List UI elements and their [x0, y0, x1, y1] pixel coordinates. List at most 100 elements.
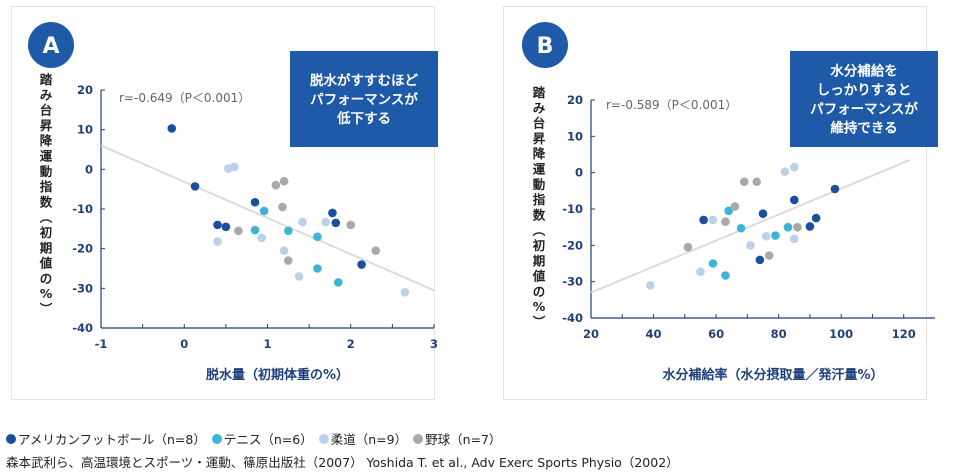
y-axis-label-char-b: の — [533, 284, 546, 299]
legend-label-tennis: テニス（n=6） — [223, 432, 313, 447]
y-axis-label-char-a: ︶ — [39, 302, 53, 317]
data-point-b-series-1 — [783, 222, 793, 232]
legend-item-judo: 柔道（n=9） — [318, 429, 407, 448]
y-axis-label-char-a: 踏 — [40, 72, 53, 87]
x-tick-label-a: 2 — [347, 337, 355, 351]
y-tick-label-b: -30 — [562, 275, 583, 289]
correlation-annotation-a: r=-0.649（P＜0.001） — [119, 91, 250, 105]
correlation-annotation-b: r=-0.589（P＜0.001） — [606, 98, 737, 112]
data-point-a-series-1 — [333, 278, 343, 287]
data-point-a-series-2 — [294, 272, 304, 281]
data-point-b-series-2 — [746, 241, 755, 250]
data-point-b-series-2 — [789, 162, 799, 172]
citation-text: 森本武利ら、高温環境とスポーツ・運動、篠原出版社（2007） Yoshida T… — [6, 455, 679, 470]
y-axis-label-char-a: 昇 — [40, 118, 53, 133]
callout-line-b: しっかりすると — [817, 83, 912, 99]
y-axis-label-char-a: 降 — [40, 133, 53, 148]
data-point-a-series-0 — [190, 182, 200, 191]
x-tick-label-a: -1 — [95, 337, 108, 351]
y-axis-label-char-b: 運 — [533, 162, 546, 177]
y-axis-label-char-a: 運 — [40, 149, 53, 164]
chart-legend: アメリカンフットボール（n=8） テニス（n=6） 柔道（n=9） 野球（n=7… — [6, 429, 507, 448]
data-point-b-series-0 — [811, 213, 821, 223]
data-point-b-series-0 — [755, 255, 765, 265]
callout-line-b: 水分補給を — [830, 63, 898, 80]
data-point-a-series-3 — [284, 256, 293, 265]
data-point-a-series-0 — [328, 208, 337, 218]
legend-dot-football — [6, 433, 16, 444]
data-point-b-series-3 — [764, 251, 774, 260]
data-point-a-series-2 — [400, 288, 410, 297]
y-axis-label-char-b: 数 — [532, 207, 546, 222]
data-point-a-series-1 — [313, 264, 322, 273]
y-tick-label-a: 0 — [85, 162, 93, 176]
data-point-b-series-2 — [696, 267, 705, 277]
y-tick-label-a: -30 — [72, 281, 93, 295]
y-tick-label-a: -20 — [72, 242, 93, 256]
y-axis-label-a: 踏み台昇降運動指数︵初期値の% ︶ — [39, 72, 53, 317]
y-axis-label-char-a: 初 — [40, 225, 53, 240]
data-point-b-series-3 — [730, 202, 740, 211]
data-point-a-series-1 — [313, 232, 322, 242]
trend-line-a — [100, 144, 435, 292]
y-axis-label-char-b: 値 — [532, 269, 546, 284]
legend-label-football: アメリカンフットボール（n=8） — [18, 432, 206, 447]
legend-dot-baseball — [413, 433, 424, 444]
legend-label-baseball: 野球（n=7） — [425, 432, 502, 447]
y-axis-label-char-a: ︵ — [39, 210, 53, 225]
data-point-b-series-0 — [805, 222, 815, 231]
y-axis-label-char-b: 期 — [533, 253, 546, 268]
data-point-b-series-3 — [739, 177, 749, 187]
x-tick-label-b: 100 — [829, 327, 853, 341]
badge-circle-a — [28, 22, 74, 68]
y-axis-label-char-b: み — [533, 100, 546, 115]
data-point-a-series-3 — [271, 180, 281, 190]
data-point-a-series-0 — [213, 220, 222, 230]
x-tick-label-b: 60 — [708, 327, 724, 341]
data-point-a-series-1 — [259, 206, 269, 216]
y-tick-label-b: 0 — [575, 166, 583, 180]
data-point-b-series-1 — [771, 231, 780, 240]
y-axis-label-char-b: 降 — [533, 146, 546, 161]
y-tick-label-a: 20 — [77, 83, 93, 97]
x-tick-label-a: 1 — [263, 337, 271, 351]
data-point-b-series-2 — [789, 234, 799, 244]
data-point-b-series-3 — [683, 242, 693, 252]
legend-item-football: アメリカンフットボール（n=8） — [6, 429, 206, 448]
y-axis-label-char-b: ︶ — [532, 315, 546, 330]
y-axis-label-char-b: 台 — [533, 116, 546, 131]
data-point-b-series-1 — [724, 206, 733, 216]
data-point-b-series-3 — [752, 177, 762, 187]
y-axis-label-char-a: 台 — [40, 103, 53, 118]
y-axis-label-b: 踏み台昇降運動指数︵初期値の% ︶ — [532, 85, 546, 330]
data-point-a-series-3 — [279, 176, 289, 186]
data-point-a-series-3 — [278, 202, 287, 212]
y-axis-label-char-b: 踏 — [533, 85, 546, 100]
legend-item-baseball: 野球（n=7） — [413, 429, 501, 448]
data-point-a-series-3 — [371, 246, 381, 255]
data-point-a-series-0 — [250, 197, 260, 207]
data-point-b-series-2 — [761, 231, 771, 241]
data-point-a-series-2 — [298, 217, 307, 227]
y-tick-label-a: 10 — [77, 123, 93, 137]
y-axis-label-char-a: 値 — [39, 256, 53, 271]
callout-line-a: パフォーマンスが — [310, 91, 418, 108]
y-tick-label-a: -10 — [72, 202, 93, 216]
y-axis-label-char-a: の — [40, 271, 53, 286]
y-axis-label-char-b: 昇 — [533, 131, 546, 146]
callout-line-a: 脱水がすすむほど — [310, 72, 418, 89]
data-point-b-series-2 — [646, 281, 655, 290]
y-axis-label-char-b: 動 — [533, 177, 546, 192]
data-point-b-series-0 — [789, 195, 799, 205]
data-point-b-series-0 — [758, 209, 768, 219]
data-point-a-series-2 — [279, 246, 289, 255]
legend-dot-tennis — [211, 433, 222, 444]
y-axis-label-char-a: み — [40, 87, 53, 102]
data-point-b-series-1 — [736, 223, 746, 233]
data-point-a-series-1 — [284, 226, 293, 236]
data-point-b-series-0 — [699, 215, 708, 225]
x-tick-label-b: 120 — [892, 327, 916, 341]
y-axis-label-char-b: 指 — [533, 192, 546, 207]
y-tick-label-b: 10 — [567, 129, 583, 143]
